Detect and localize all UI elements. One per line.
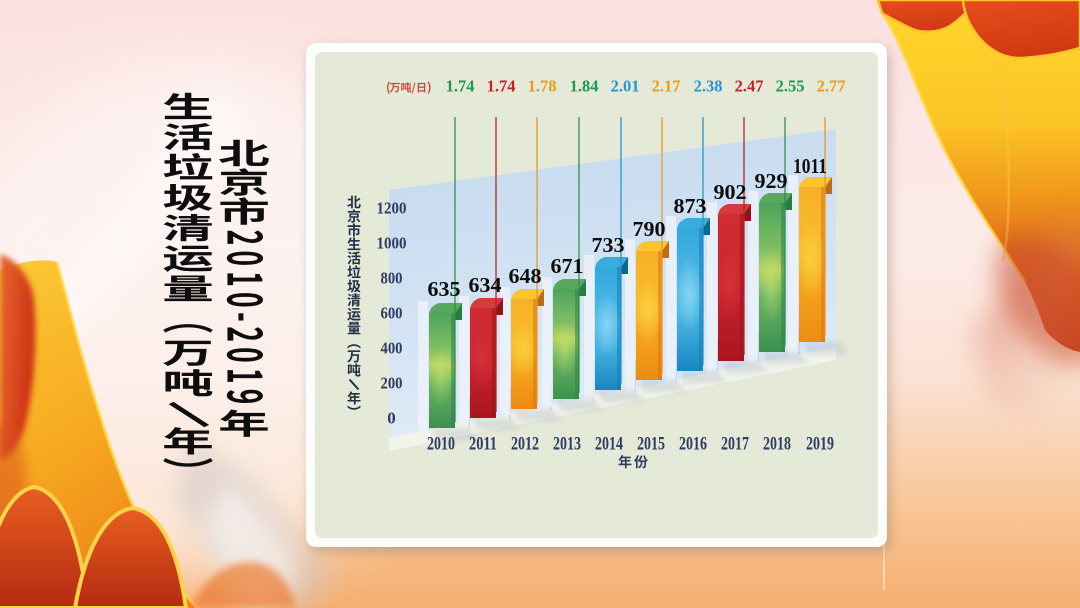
svg-text:400: 400 xyxy=(381,339,403,358)
svg-text:902: 902 xyxy=(714,180,747,204)
svg-text:2.17: 2.17 xyxy=(652,77,681,96)
svg-text:2011: 2011 xyxy=(469,434,497,455)
svg-text:200: 200 xyxy=(381,374,403,393)
svg-text:873: 873 xyxy=(674,194,707,218)
svg-text:634: 634 xyxy=(469,273,503,297)
svg-text:1.74: 1.74 xyxy=(487,77,516,96)
svg-text:1000: 1000 xyxy=(377,234,407,253)
svg-text:2010: 2010 xyxy=(427,434,455,455)
svg-text:2.38: 2.38 xyxy=(694,77,723,96)
svg-text:800: 800 xyxy=(381,269,403,288)
svg-text:2013: 2013 xyxy=(553,434,581,455)
svg-text:671: 671 xyxy=(551,254,584,278)
svg-text:0: 0 xyxy=(387,409,396,428)
svg-text:2.47: 2.47 xyxy=(735,77,764,96)
svg-text:2019: 2019 xyxy=(806,434,834,455)
svg-text:2.01: 2.01 xyxy=(611,77,640,96)
svg-text:2014: 2014 xyxy=(595,434,623,455)
svg-text:929: 929 xyxy=(755,169,788,193)
svg-text:1200: 1200 xyxy=(377,199,407,218)
svg-text:1011: 1011 xyxy=(793,154,827,178)
svg-text:1.78: 1.78 xyxy=(528,77,557,96)
svg-text:1.74: 1.74 xyxy=(446,77,475,96)
svg-text:600: 600 xyxy=(381,304,403,323)
svg-text:648: 648 xyxy=(509,264,542,288)
svg-text:2.55: 2.55 xyxy=(776,77,805,96)
svg-text:635: 635 xyxy=(428,277,461,301)
svg-text:2017: 2017 xyxy=(721,434,749,455)
svg-text:1.84: 1.84 xyxy=(570,77,599,96)
svg-text:2012: 2012 xyxy=(511,434,539,455)
svg-text:2018: 2018 xyxy=(763,434,791,455)
svg-text:2016: 2016 xyxy=(679,434,707,455)
svg-text:733: 733 xyxy=(592,233,625,257)
svg-text:2.77: 2.77 xyxy=(817,77,846,96)
svg-text:790: 790 xyxy=(633,217,666,241)
svg-text:2015: 2015 xyxy=(637,434,665,455)
